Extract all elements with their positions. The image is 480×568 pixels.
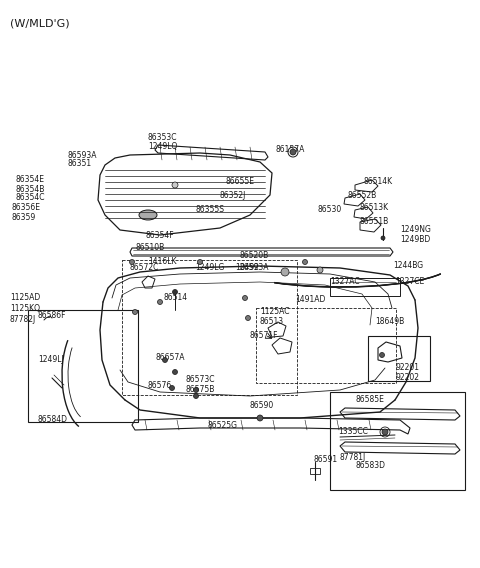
Circle shape [381,236,385,240]
Text: 86355S: 86355S [196,206,225,215]
Text: 86354E: 86354E [15,176,44,185]
Text: 1125AC: 1125AC [260,307,289,316]
Text: 86513: 86513 [260,318,284,327]
Circle shape [172,290,178,294]
Text: 18649B: 18649B [375,318,404,327]
Text: 86354C: 86354C [15,194,45,203]
Text: 86586F: 86586F [38,311,67,319]
Text: 1491AD: 1491AD [295,295,325,304]
Circle shape [193,387,199,392]
Bar [330,278,400,296]
Text: 86575B: 86575B [185,386,215,395]
Text: 86514K: 86514K [363,177,392,186]
Text: 86513K: 86513K [360,203,389,212]
Text: 86551B: 86551B [360,218,389,227]
Circle shape [290,149,296,155]
Ellipse shape [139,210,157,220]
Text: 87781J: 87781J [340,453,366,462]
Text: 86591: 86591 [313,456,337,465]
Circle shape [132,310,137,315]
Text: 87782J: 87782J [10,315,36,324]
Text: 86530: 86530 [318,206,342,215]
Circle shape [242,295,248,300]
Bar [256,308,396,383]
Circle shape [382,429,388,435]
Bar [310,468,320,474]
Circle shape [163,357,168,362]
Text: 1327CE: 1327CE [395,278,424,286]
Circle shape [380,353,384,357]
Text: 86157A: 86157A [275,145,304,154]
Circle shape [281,268,289,276]
Text: 86354B: 86354B [15,185,44,194]
Text: 86583D: 86583D [355,461,385,470]
Text: 1327AC: 1327AC [330,278,360,286]
Text: (W/MLD'G): (W/MLD'G) [10,18,70,28]
Text: 86571F: 86571F [250,331,278,340]
Circle shape [245,315,251,320]
Text: 92202: 92202 [396,374,420,382]
Text: 1244BG: 1244BG [393,261,423,269]
Circle shape [197,260,203,265]
Circle shape [130,260,134,265]
Text: 86657A: 86657A [155,353,184,362]
Text: 86353C: 86353C [148,132,178,141]
Text: 1249BD: 1249BD [400,236,430,244]
Text: 12492: 12492 [235,264,259,273]
Text: 1249NG: 1249NG [400,225,431,235]
Text: 86573C: 86573C [185,375,215,385]
Text: 86514: 86514 [163,294,187,303]
Text: 86552B: 86552B [347,191,376,201]
Text: 86593A: 86593A [68,151,97,160]
Text: 86359: 86359 [12,212,36,222]
Circle shape [157,299,163,304]
Text: 86510B: 86510B [136,244,165,253]
Bar [368,336,430,381]
Text: 86655E: 86655E [225,177,254,186]
Text: 86520B: 86520B [240,250,269,260]
Text: 1249LJ: 1249LJ [38,356,64,365]
Bar [122,260,297,395]
Text: 1249LG: 1249LG [195,264,224,273]
Text: 86585E: 86585E [355,395,384,404]
Circle shape [302,260,308,265]
Circle shape [193,394,199,399]
Text: 86572C: 86572C [130,264,159,273]
Text: 1125AD: 1125AD [10,294,40,303]
Text: 86584D: 86584D [38,416,68,424]
Text: 86576: 86576 [148,381,172,390]
Text: 1125KQ: 1125KQ [10,303,40,312]
Text: 86593A: 86593A [240,264,269,273]
Circle shape [257,415,263,421]
Text: 86590: 86590 [250,400,274,410]
Text: 1335CC: 1335CC [338,428,368,436]
Text: 86356E: 86356E [12,203,41,211]
Bar [28,310,138,422]
Text: 1249LQ: 1249LQ [148,143,178,152]
Text: 86525G: 86525G [208,420,238,429]
Circle shape [172,370,178,374]
Text: 86354F: 86354F [145,231,174,240]
Bar [330,392,465,490]
Text: 86351: 86351 [68,158,92,168]
Circle shape [317,267,323,273]
Text: 92201: 92201 [396,364,420,373]
Text: 86352J: 86352J [220,191,246,201]
Circle shape [169,386,175,391]
Text: 1416LK: 1416LK [148,257,177,265]
Circle shape [172,182,178,188]
